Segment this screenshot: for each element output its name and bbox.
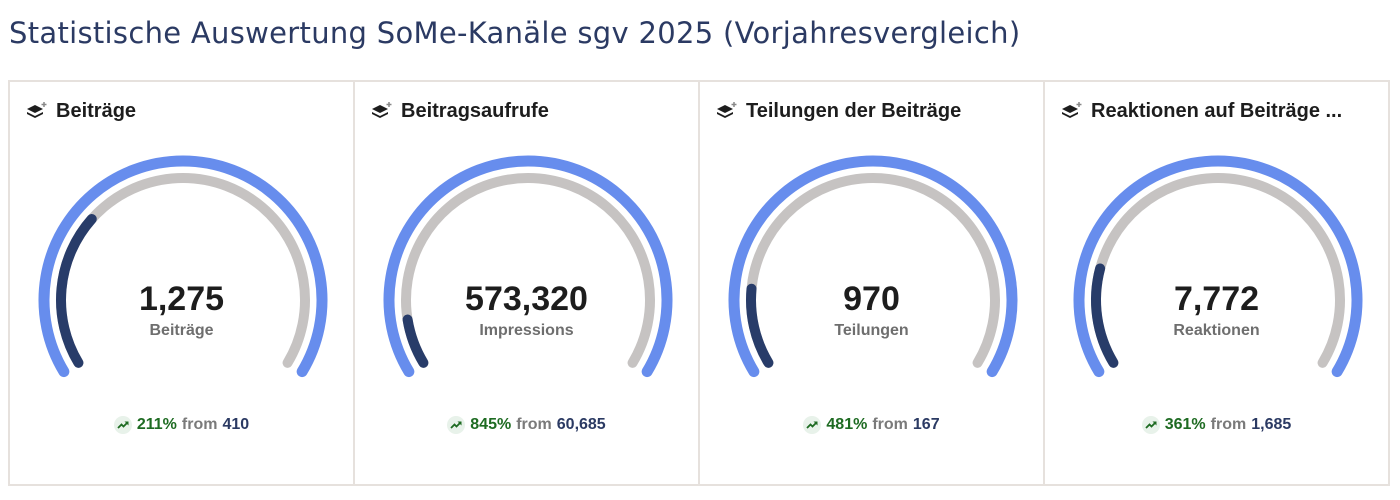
gauge-progress bbox=[746, 283, 774, 368]
gauge-progress bbox=[56, 214, 97, 368]
change-percent: 361% bbox=[1164, 416, 1206, 433]
card-title: Beitragsaufrufe bbox=[401, 100, 549, 122]
comparison: 481% from 167 bbox=[700, 416, 1043, 434]
kpi-unit: Impressions bbox=[479, 322, 574, 339]
layers-plus-icon bbox=[27, 101, 47, 118]
kpi-unit: Reaktionen bbox=[1173, 322, 1260, 339]
gauge-outer-arc bbox=[383, 155, 673, 378]
kpi-unit: Beiträge bbox=[149, 322, 214, 339]
from-label: from bbox=[181, 416, 218, 433]
previous-value: 60,685 bbox=[556, 416, 606, 433]
kpi-card-teilungen: Teilungen der Beiträge 970 Teilungen 481… bbox=[700, 82, 1045, 484]
from-label: from bbox=[516, 416, 552, 433]
gauge bbox=[383, 155, 673, 378]
comparison: 361% from 1,685 bbox=[1045, 416, 1388, 434]
comparison: 211% from 410 bbox=[10, 416, 353, 434]
layers-plus-icon bbox=[717, 101, 737, 118]
trending-up-icon bbox=[113, 416, 132, 434]
kpi-card-reaktionen: Reaktionen auf Beiträge ... 7,772 Reakti… bbox=[1045, 82, 1388, 484]
card-header: Beitragsaufrufe bbox=[371, 100, 549, 123]
kpi-value: 573,320 bbox=[465, 280, 588, 318]
gauge-outer-arc bbox=[728, 155, 1018, 378]
previous-value: 410 bbox=[222, 416, 250, 433]
previous-value: 1,685 bbox=[1251, 416, 1292, 433]
card-title: Reaktionen auf Beiträge ... bbox=[1091, 100, 1343, 122]
page-title: Statistische Auswertung SoMe-Kanäle sgv … bbox=[9, 16, 1021, 50]
gauge bbox=[38, 155, 328, 378]
card-header: Reaktionen auf Beiträge ... bbox=[1061, 100, 1342, 123]
gauge-progress bbox=[402, 314, 429, 368]
previous-value: 167 bbox=[912, 416, 940, 433]
gauge-outer-arc bbox=[1073, 155, 1363, 378]
from-label: from bbox=[872, 416, 908, 433]
card-header: Beiträge bbox=[26, 100, 136, 123]
kpi-value: 7,772 bbox=[1173, 280, 1260, 318]
gauge bbox=[1073, 155, 1363, 378]
card-title: Teilungen der Beiträge bbox=[746, 100, 962, 122]
change-percent: 845% bbox=[470, 416, 512, 433]
kpi-card-beitragsaufrufe: Beitragsaufrufe 573,320 Impressions 845%… bbox=[355, 82, 700, 484]
kpi-row: Beiträge 1,275 Beiträge 211% from 410 Be… bbox=[8, 80, 1390, 486]
layers-plus-icon bbox=[372, 101, 392, 118]
trending-up-icon bbox=[1141, 416, 1160, 434]
trending-up-icon bbox=[447, 416, 466, 434]
gauge-progress bbox=[1091, 263, 1119, 368]
kpi-value: 970 bbox=[843, 280, 900, 318]
kpi-unit: Teilungen bbox=[834, 322, 909, 339]
change-percent: 481% bbox=[826, 416, 868, 433]
trending-up-icon bbox=[803, 416, 822, 434]
change-percent: 211% bbox=[136, 416, 177, 433]
layers-plus-icon bbox=[1062, 101, 1082, 118]
from-label: from bbox=[1210, 416, 1247, 433]
comparison: 845% from 60,685 bbox=[355, 416, 698, 434]
kpi-value: 1,275 bbox=[138, 280, 225, 318]
card-title: Beiträge bbox=[56, 100, 137, 122]
gauge-outer-arc bbox=[38, 155, 328, 378]
card-header: Teilungen der Beiträge bbox=[716, 100, 961, 123]
gauge-track bbox=[401, 173, 655, 368]
kpi-card-beitraege: Beiträge 1,275 Beiträge 211% from 410 bbox=[10, 82, 355, 484]
gauge bbox=[728, 155, 1018, 378]
